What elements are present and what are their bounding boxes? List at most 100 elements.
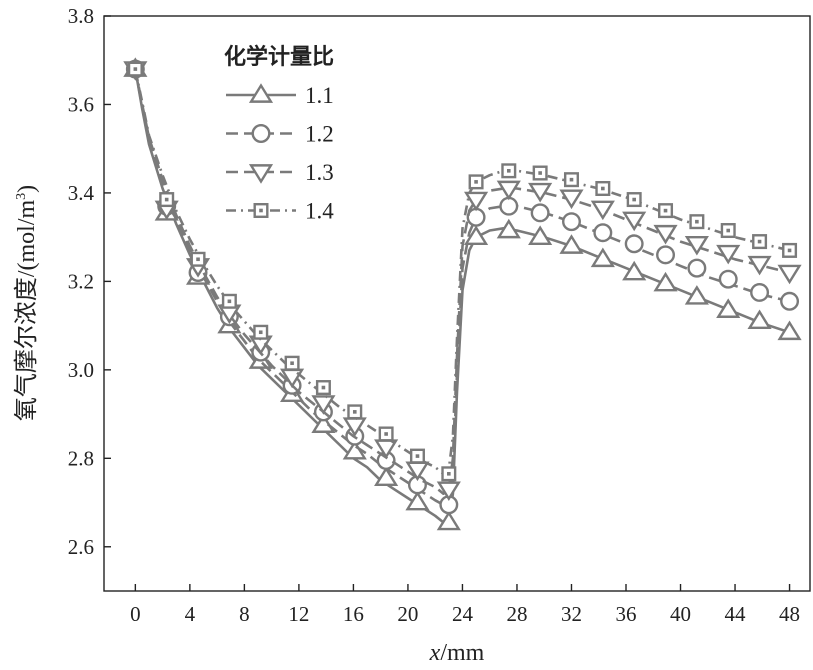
data-point-dot — [258, 330, 263, 335]
data-point — [747, 255, 772, 276]
y-tick-label: 3.4 — [68, 181, 95, 205]
legend-marker — [251, 124, 271, 143]
data-point — [464, 191, 489, 212]
data-point — [499, 196, 519, 216]
x-tick-label: 4 — [185, 602, 196, 626]
data-point — [777, 320, 802, 341]
data-point — [720, 223, 736, 239]
data-point — [782, 242, 798, 258]
data-point — [590, 200, 615, 221]
data-point — [311, 395, 336, 415]
x-tick-label: 32 — [561, 602, 582, 626]
data-point — [436, 510, 461, 531]
data-point — [127, 61, 143, 77]
data-point-dot — [787, 248, 792, 253]
x-axis-unit: /mm — [440, 640, 484, 666]
data-point — [528, 225, 553, 245]
data-point-dot — [290, 361, 294, 366]
legend-marker — [253, 202, 269, 218]
data-point — [687, 258, 707, 278]
series-1.4 — [127, 61, 798, 482]
series-layer — [123, 57, 802, 531]
data-point — [315, 380, 331, 396]
data-point — [684, 285, 709, 305]
data-point — [684, 235, 709, 256]
data-point-dot — [474, 180, 478, 184]
data-point — [159, 192, 175, 208]
y-tick-label: 2.6 — [68, 535, 94, 559]
data-point-dot — [632, 197, 636, 202]
data-point — [378, 426, 394, 442]
data-point-dot — [321, 385, 326, 390]
data-point — [624, 234, 644, 254]
data-point — [656, 245, 676, 265]
x-tick-label: 36 — [616, 602, 637, 626]
y-tick-label: 3.0 — [68, 358, 94, 382]
data-point-dot — [569, 177, 574, 182]
data-point-dot — [196, 257, 200, 262]
legend-label: 1.3 — [305, 160, 334, 185]
data-point — [559, 189, 584, 210]
data-point — [532, 165, 548, 181]
data-point — [528, 182, 553, 203]
x-axis-title: x/mm — [429, 640, 485, 666]
data-point-dot — [415, 454, 420, 458]
data-point — [405, 490, 430, 511]
data-point-dot — [352, 410, 357, 414]
data-point-dot — [538, 171, 542, 175]
data-point — [530, 203, 550, 223]
data-point — [441, 466, 457, 482]
y-axis-label-close: ) — [14, 185, 40, 193]
data-point — [750, 282, 770, 302]
data-point-dot — [384, 432, 388, 436]
y-axis-title: 氧气摩尔浓度/(mol/m3) — [13, 185, 40, 421]
data-point-dot — [227, 299, 232, 304]
data-point-dot — [695, 219, 699, 224]
data-point — [752, 234, 768, 250]
y-tick-label: 3.2 — [68, 269, 94, 293]
data-point-dot — [164, 197, 169, 202]
y-tick-label: 2.8 — [68, 446, 94, 470]
data-point — [716, 298, 741, 318]
x-tick-label: 12 — [288, 602, 309, 626]
data-point — [409, 448, 425, 464]
x-tick-label: 8 — [239, 602, 250, 626]
legend-label: 1.2 — [305, 122, 334, 147]
data-point — [780, 291, 800, 311]
data-point — [716, 244, 741, 265]
legend-label: 1.4 — [305, 199, 334, 224]
data-point — [496, 218, 521, 239]
data-point-dot — [133, 67, 138, 71]
plot-frame — [103, 15, 811, 592]
legend: 化学计量比 1.1 1.2 1.3 1.4 — [224, 44, 334, 224]
data-point — [718, 269, 738, 289]
data-point — [626, 192, 642, 208]
data-point — [653, 224, 678, 245]
data-point — [595, 180, 611, 196]
data-point-dot — [447, 471, 451, 476]
data-point-dot — [757, 239, 762, 244]
y-axis-superscript: 3 — [14, 193, 29, 200]
data-point — [190, 251, 206, 267]
data-point — [284, 355, 300, 371]
series-line — [134, 68, 790, 476]
legend-marker — [248, 83, 274, 103]
y-tick-label: 3.6 — [68, 92, 94, 116]
data-point — [747, 309, 772, 330]
y-axis: 2.6 2.8 3.0 3.2 3.4 3.6 3.8 — [68, 4, 111, 559]
legend-marker — [248, 164, 274, 184]
legend-label: 1.1 — [305, 83, 334, 108]
data-point — [777, 264, 802, 285]
x-tick-label: 48 — [779, 602, 800, 626]
data-point-dot — [663, 208, 668, 213]
legend-marker-dot — [259, 208, 263, 213]
data-point — [563, 172, 579, 188]
x-tick-label: 44 — [725, 602, 747, 626]
data-point — [658, 203, 674, 219]
x-axis-variable: x — [429, 640, 441, 666]
data-point — [468, 174, 484, 190]
data-point — [562, 212, 581, 232]
data-point — [253, 324, 269, 340]
data-point — [622, 211, 647, 232]
